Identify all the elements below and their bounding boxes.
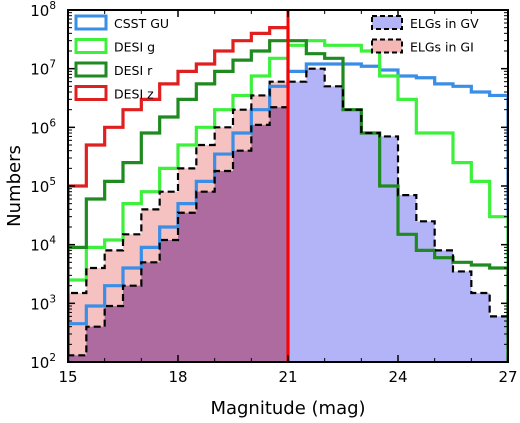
y-tick-label: 107 — [30, 59, 56, 79]
y-tick-label: 103 — [30, 293, 56, 313]
line-csst-gu — [68, 62, 508, 362]
legend: CSST GU DESI g DESI r DESI z ELGs in GV ELGs … — [74, 14, 479, 102]
y-tick-label: 106 — [30, 117, 56, 137]
x-tick-label: 24 — [388, 368, 407, 386]
legend-label-desi-z: DESI z — [114, 87, 154, 102]
axis-ticks — [67, 9, 509, 363]
legend-swatch-csst-gu — [74, 14, 108, 31]
y-axis-label: Numbers — [4, 145, 25, 227]
outline-elgs-in-gi — [68, 80, 290, 362]
x-axis-label: Magnitude (mag) — [210, 398, 365, 419]
y-tick-label: 102 — [30, 352, 56, 372]
legend-swatch-desi-r — [74, 61, 108, 78]
x-tick-label: 21 — [278, 368, 297, 386]
legend-swatch-elgs-in-gv — [371, 15, 403, 30]
x-tick-label: 18 — [168, 368, 187, 386]
y-tick-label: 105 — [30, 176, 56, 196]
legend-swatch-elgs-in-gi — [371, 38, 403, 54]
x-tick-label: 15 — [58, 368, 77, 386]
x-tick-label: 27 — [498, 368, 517, 386]
legend-swatch-desi-z — [74, 85, 108, 101]
line-desi-g — [68, 39, 508, 362]
legend-label-desi-r: DESI r — [114, 63, 153, 78]
y-tick-label: 104 — [30, 235, 56, 255]
tick-labels: 15 18 21 24 27 102 103 104 105 106 107 108 — [30, 0, 517, 386]
legend-swatch-desi-g — [74, 38, 108, 54]
legend-label-elgs-in-gi: ELGs in GI — [410, 40, 474, 55]
y-tick-label: 108 — [30, 0, 56, 20]
legend-label-elgs-in-gv: ELGs in GV — [410, 16, 479, 31]
outline-elgs-in-gv — [68, 67, 508, 362]
line-desi-z — [68, 26, 290, 362]
legend-label-desi-g: DESI g — [114, 40, 155, 55]
histogram-lines — [68, 10, 508, 362]
legend-label-csst-gu: CSST GU — [114, 16, 169, 31]
